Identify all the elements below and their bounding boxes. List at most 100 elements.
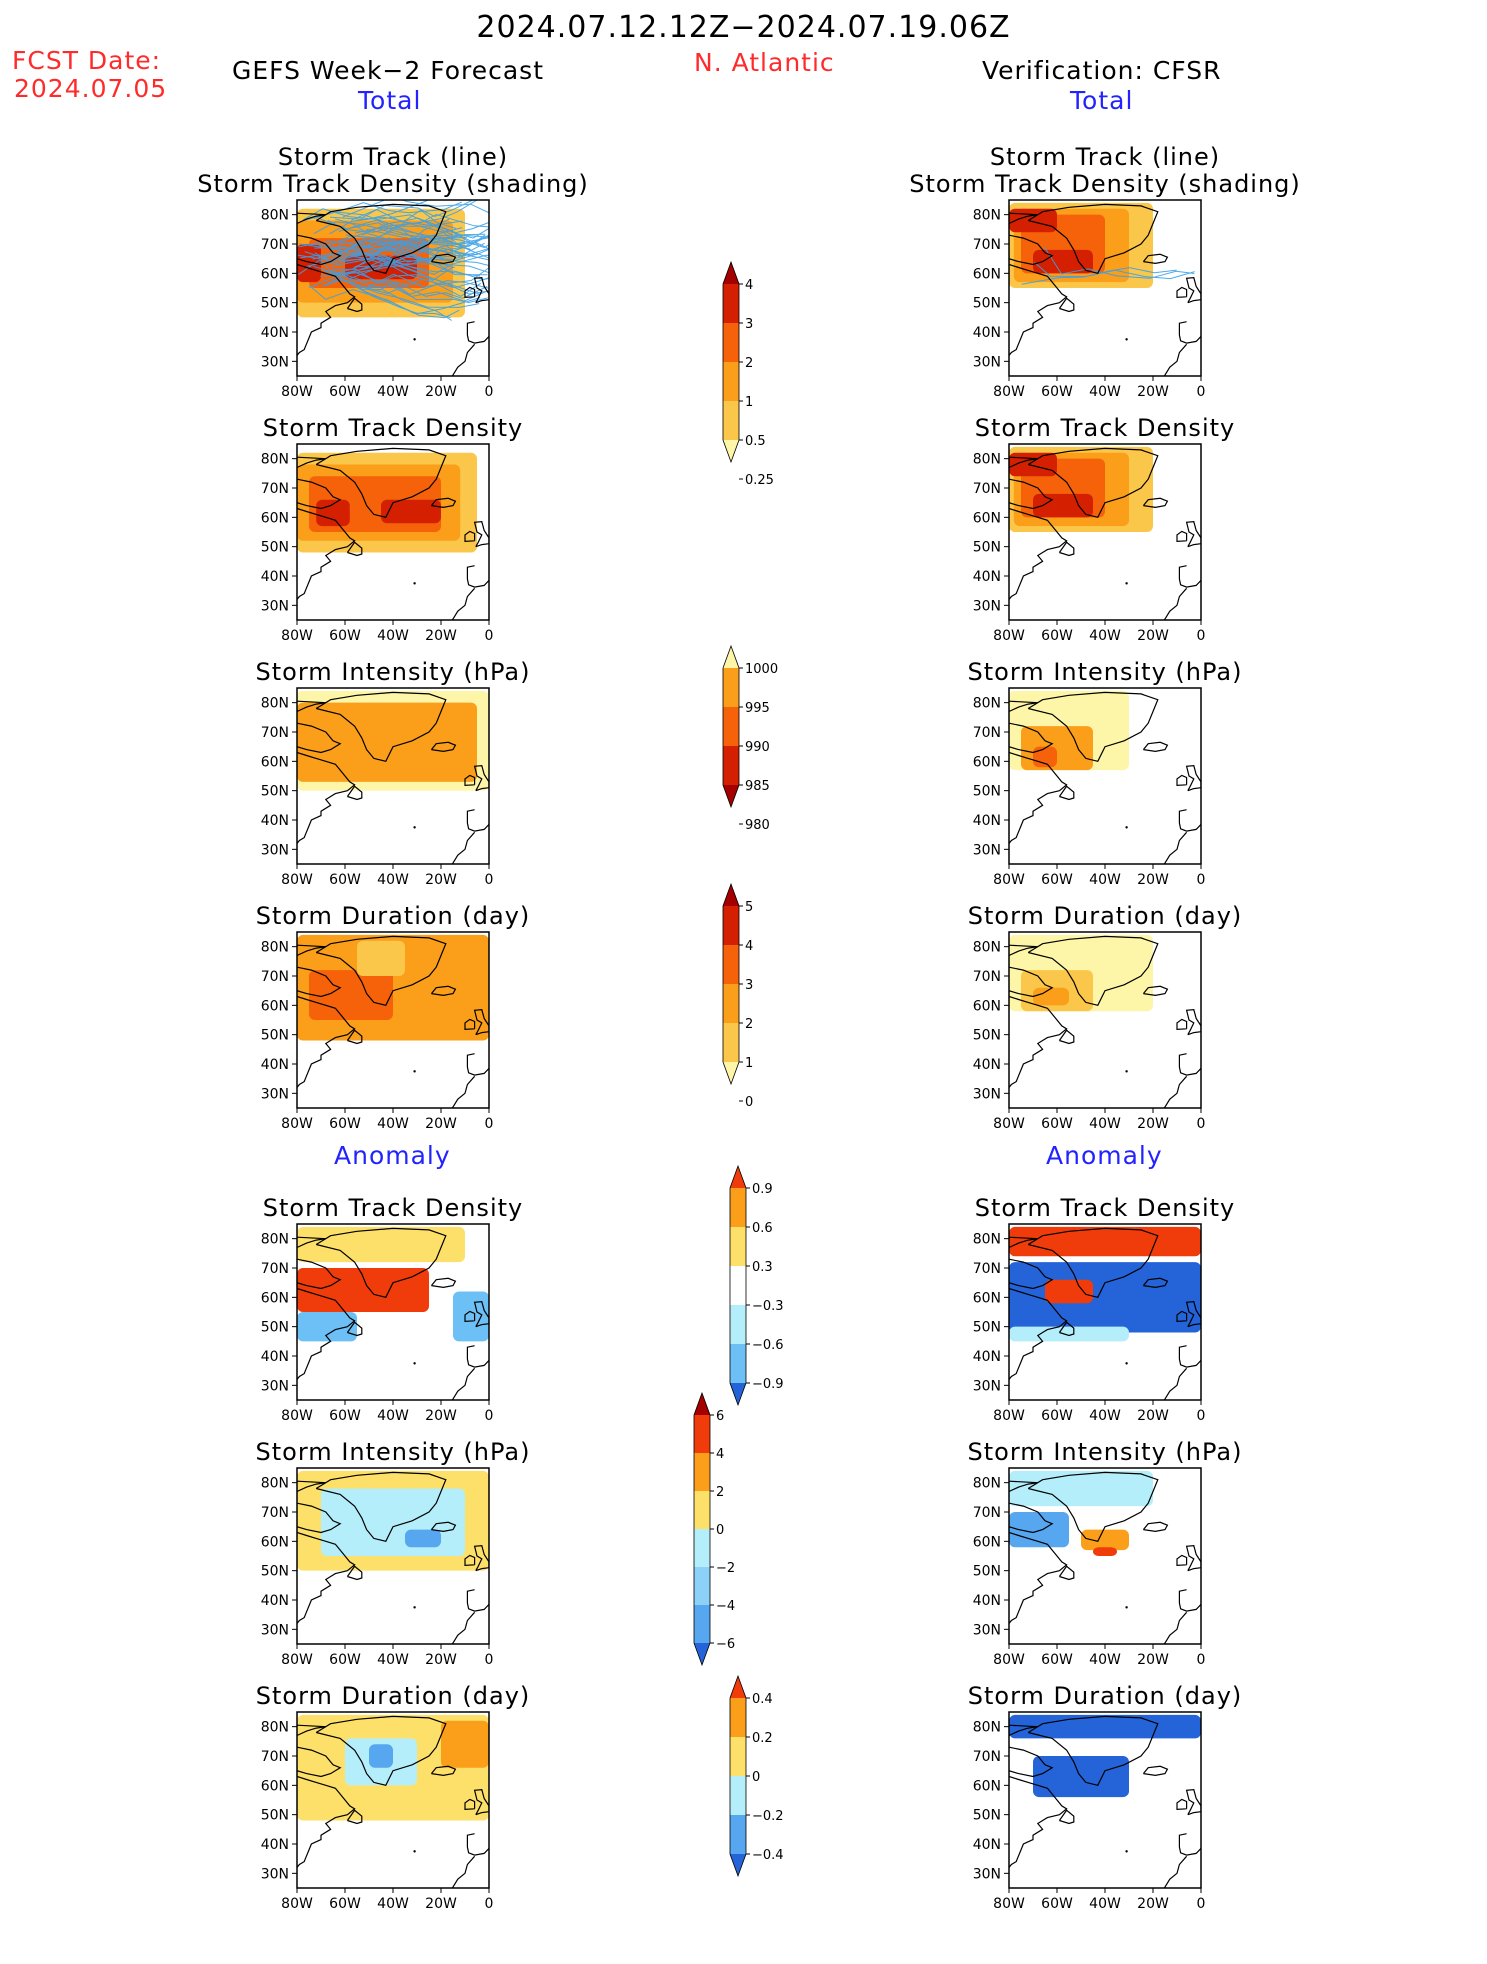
y-tick-label: 60N [261,1778,289,1794]
y-tick-label: 50N [973,1564,1001,1580]
y-tick-label: 40N [973,1593,1001,1609]
colorbar-segment [730,1266,746,1305]
right-model-title: Verification: CFSR [982,56,1222,85]
colorbar-label: −4 [716,1599,735,1614]
x-tick-label: 0 [1197,1408,1206,1424]
colorbar-segment [723,362,739,401]
y-tick-label: 40N [973,325,1001,341]
x-tick-label: 40W [1089,384,1121,400]
colorbar-label: −0.6 [752,1338,784,1353]
panel-title: Storm Track Density [974,1194,1236,1222]
colorbar-label: 3 [745,317,753,332]
y-tick-label: 50N [973,540,1001,556]
y-tick-label: 60N [973,266,1001,282]
shade-cell [1009,1226,1201,1257]
x-tick-label: 20W [1137,1116,1169,1132]
y-tick-label: 50N [261,1028,289,1044]
x-tick-label: 80W [281,628,313,644]
colorbar-label: 3 [745,978,753,993]
colorbar-label: −0.9 [752,1377,784,1392]
shade-cell [297,1312,357,1342]
y-tick-label: 70N [261,237,289,253]
y-tick-label: 70N [973,969,1001,985]
colorbar-segment [723,323,739,362]
x-tick-label: 40W [1089,1652,1121,1668]
y-tick-label: 60N [973,1290,1001,1306]
x-tick-label: 0 [1197,1896,1206,1912]
period-title: 2024.07.12.12Z−2024.07.19.06Z [476,10,1011,45]
y-tick-label: 50N [973,1028,1001,1044]
colorbar-label: −6 [716,1637,735,1652]
y-tick-label: 80N [261,1476,289,1492]
colorbar-segment [723,707,739,746]
y-tick-label: 50N [261,296,289,312]
shade-cell [309,970,393,1020]
panel-title: Storm Duration (day) [255,1682,531,1710]
colorbar-label: 2 [745,356,753,371]
panel-title: Storm Intensity (hPa) [255,658,531,686]
shade-cell [297,244,321,283]
colorbar-segment [723,284,739,323]
x-tick-label: 60W [1041,1408,1073,1424]
y-tick-label: 80N [261,452,289,468]
y-tick-label: 60N [261,510,289,526]
y-tick-label: 40N [973,569,1001,585]
y-tick-label: 30N [261,1378,289,1394]
y-tick-label: 60N [973,1534,1001,1550]
y-tick-label: 70N [973,1749,1001,1765]
y-tick-label: 80N [973,208,1001,224]
colorbar-segment [723,906,739,945]
gefs-anom-duration-map: 80W 60W 40W 20W 0 80N 70N 60N 50N 40N 30N [261,1711,493,1912]
colorbar-label: 0.6 [752,1221,773,1236]
x-tick-label: 40W [377,628,409,644]
shade-cell [1009,452,1057,477]
y-tick-label: 80N [973,1720,1001,1736]
y-tick-label: 60N [973,754,1001,770]
y-tick-label: 30N [973,354,1001,370]
y-tick-label: 60N [261,1290,289,1306]
coastline [297,1227,489,1400]
y-tick-label: 40N [973,1057,1001,1073]
y-tick-label: 30N [261,1866,289,1882]
coastline [297,691,489,864]
shade-cell [1081,1529,1129,1551]
y-tick-label: 80N [261,1720,289,1736]
x-tick-label: 40W [377,1408,409,1424]
colorbar-label: 5 [745,900,753,915]
colorbar-label: −2 [716,1561,735,1576]
x-tick-label: 20W [425,1896,457,1912]
colorbar-label: 0 [716,1523,724,1538]
colorbar-segment [730,1344,746,1383]
colorbar-segment [694,1605,710,1643]
x-tick-label: 60W [1041,1896,1073,1912]
x-tick-label: 0 [485,872,494,888]
x-tick-label: 20W [425,1408,457,1424]
x-tick-label: 20W [1137,628,1169,644]
y-tick-label: 30N [261,842,289,858]
y-tick-label: 80N [973,940,1001,956]
colorbar-label: 4 [716,1447,724,1462]
x-tick-label: 20W [425,384,457,400]
x-tick-label: 80W [993,628,1025,644]
x-tick-label: 0 [485,1408,494,1424]
y-tick-label: 80N [973,1232,1001,1248]
y-tick-label: 80N [261,940,289,956]
y-tick-label: 70N [261,1749,289,1765]
y-tick-label: 70N [261,969,289,985]
y-tick-label: 40N [261,813,289,829]
fcst-label: FCST Date: [12,46,162,75]
panel-title: Storm Intensity (hPa) [967,658,1243,686]
cfsr-total-density-map: 80W 60W 40W 20W 0 80N 70N 60N 50N 40N 30N [973,443,1205,644]
colorbar-label: 990 [745,740,770,755]
x-tick-label: 0 [1197,872,1206,888]
x-tick-label: 80W [281,1408,313,1424]
x-tick-label: 60W [329,1896,361,1912]
colorbar-segment [723,401,739,440]
y-tick-label: 60N [261,754,289,770]
colorbar-segment [723,984,739,1023]
x-tick-label: 20W [425,872,457,888]
colorbar-label: 980 [745,818,770,833]
y-tick-label: 80N [973,696,1001,712]
colorbar-segment [694,1415,710,1453]
x-tick-label: 60W [329,1652,361,1668]
